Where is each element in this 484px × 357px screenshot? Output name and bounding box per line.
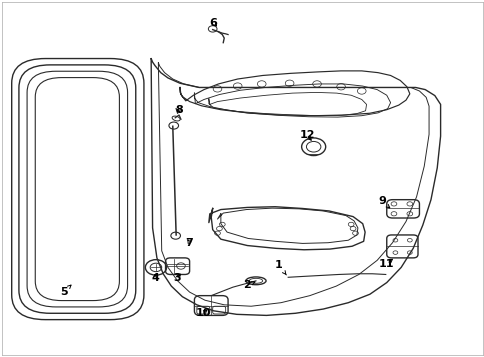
Text: 5: 5 — [60, 285, 71, 297]
Text: 12: 12 — [299, 130, 315, 140]
Text: 9: 9 — [377, 196, 389, 208]
Text: 8: 8 — [175, 105, 182, 115]
Text: 2: 2 — [243, 280, 255, 290]
Text: 3: 3 — [173, 273, 181, 283]
Text: 11: 11 — [378, 259, 393, 269]
Text: 6: 6 — [209, 18, 217, 28]
Text: 1: 1 — [274, 260, 286, 275]
Text: 7: 7 — [185, 238, 193, 248]
Text: 4: 4 — [151, 273, 159, 283]
Text: 10: 10 — [195, 308, 211, 318]
